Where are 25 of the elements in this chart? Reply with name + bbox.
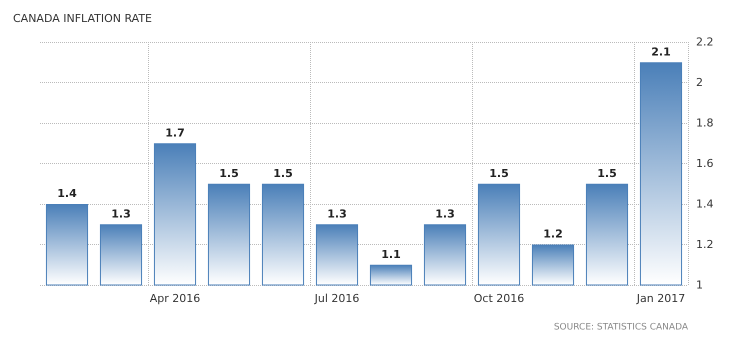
data-label: 1.4 [57, 187, 78, 200]
data-label: 1.2 [543, 228, 563, 240]
data-label: 1.5 [489, 166, 509, 180]
data-label: 1.3 [435, 207, 455, 220]
data-label: 1.7 [165, 126, 185, 140]
data-label: 1.5 [597, 166, 617, 180]
y-tick-label: 1.8 [696, 116, 714, 130]
x-tick-label: Apr 2016 [150, 292, 200, 305]
source-note: SOURCE: STATISTICS CANADA [554, 322, 689, 332]
y-tick-label: 2.2 [696, 36, 714, 48]
data-label: 1.3 [111, 207, 131, 220]
y-tick-label: 1.4 [696, 198, 714, 210]
y-tick-label: 1.2 [696, 238, 714, 251]
y-tick-label: 1.6 [696, 157, 714, 170]
data-label: 2.1 [651, 45, 671, 58]
y-tick-label: 1 [696, 278, 703, 292]
data-label: 1.5 [273, 166, 293, 180]
y-tick-label: 2 [696, 76, 703, 89]
chart-title: CANADA INFLATION RATE [13, 12, 152, 25]
data-label: 1.1 [381, 248, 401, 261]
data-label: 1.5 [219, 166, 239, 180]
x-tick-label: Jul 2016 [314, 292, 360, 305]
data-label: 1.3 [327, 207, 347, 220]
x-tick-label: Jan 2017 [636, 292, 686, 305]
x-tick-label: Oct 2016 [474, 292, 524, 305]
